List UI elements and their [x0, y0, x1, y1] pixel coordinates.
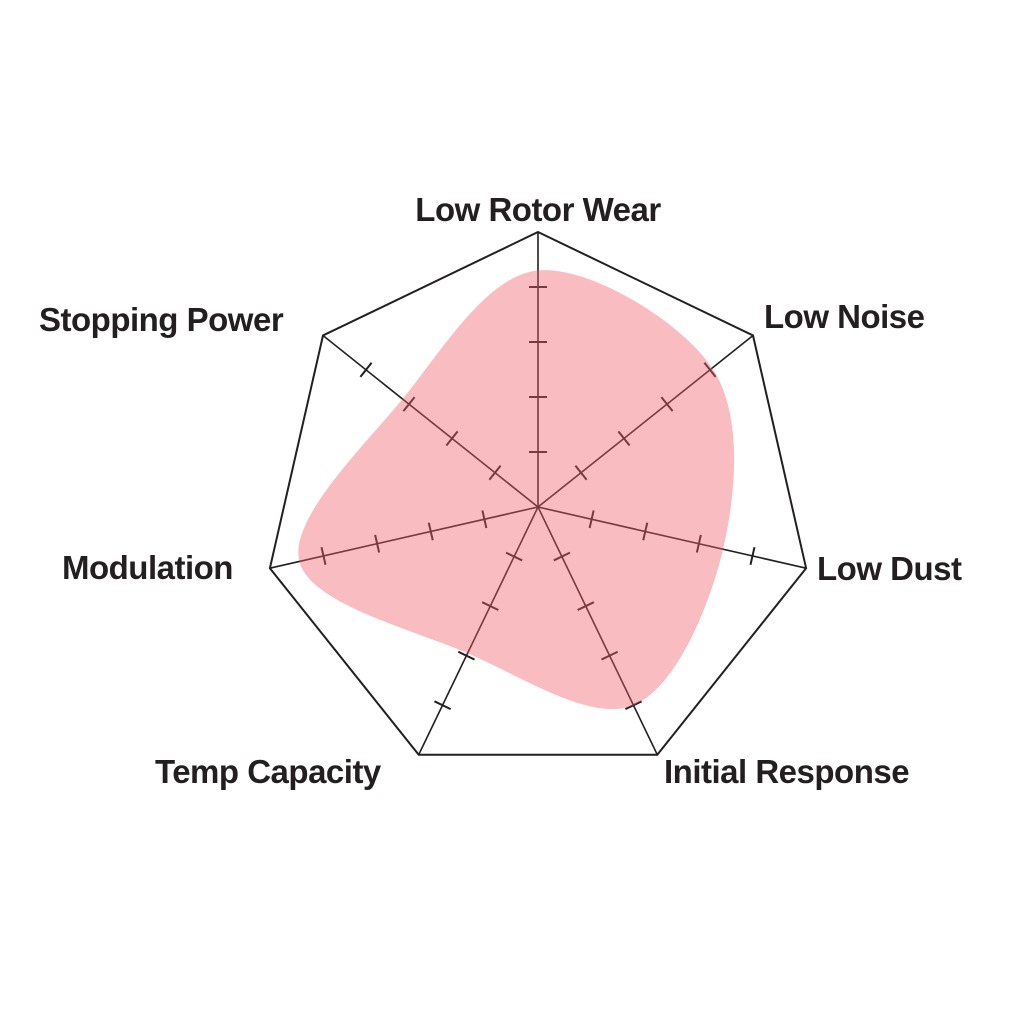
radar-tick [749, 546, 756, 565]
radar-tick [402, 396, 416, 412]
radar-fill-area [298, 270, 735, 710]
axis-label-low-dust: Low Dust [817, 550, 962, 587]
radar-tick [481, 510, 488, 529]
radar-tick [617, 430, 631, 447]
radar-tick [445, 430, 459, 447]
radar-tick [434, 700, 452, 711]
radar-tick [481, 601, 499, 611]
radar-tick [505, 551, 523, 562]
axis-label-modulation: Modulation [62, 549, 233, 586]
radar-tick [588, 510, 595, 529]
radar-tick [374, 534, 381, 553]
radar-spoke [537, 506, 659, 756]
radar-tick [574, 465, 588, 481]
radar-tick [488, 465, 502, 481]
radar-tick [624, 700, 642, 711]
radar-spoke [322, 334, 539, 508]
radar-tick [320, 546, 327, 565]
axis-label-stopping-power: Stopping Power [39, 301, 284, 338]
radar-tick [695, 534, 702, 553]
radar-tick [359, 362, 373, 378]
radar-tick [427, 522, 434, 541]
radar-tick [703, 362, 717, 378]
radar-spoke [537, 334, 754, 508]
radar-spoke [269, 506, 539, 569]
radar-tick [553, 551, 571, 562]
axis-label-low-noise: Low Noise [764, 298, 925, 335]
axis-label-initial-response: Initial Response [664, 753, 910, 790]
radar-tick [577, 601, 595, 611]
axis-label-temp-capacity: Temp Capacity [155, 753, 381, 790]
radar-spoke [537, 506, 807, 569]
radar-tick [601, 650, 619, 661]
radar-outline [268, 230, 808, 756]
axis-label-low-rotor-wear: Low Rotor Wear [415, 191, 661, 228]
radar-tick [457, 650, 475, 661]
radar-tick [642, 522, 649, 541]
radar-spoke [417, 506, 539, 756]
radar-tick [660, 396, 674, 412]
